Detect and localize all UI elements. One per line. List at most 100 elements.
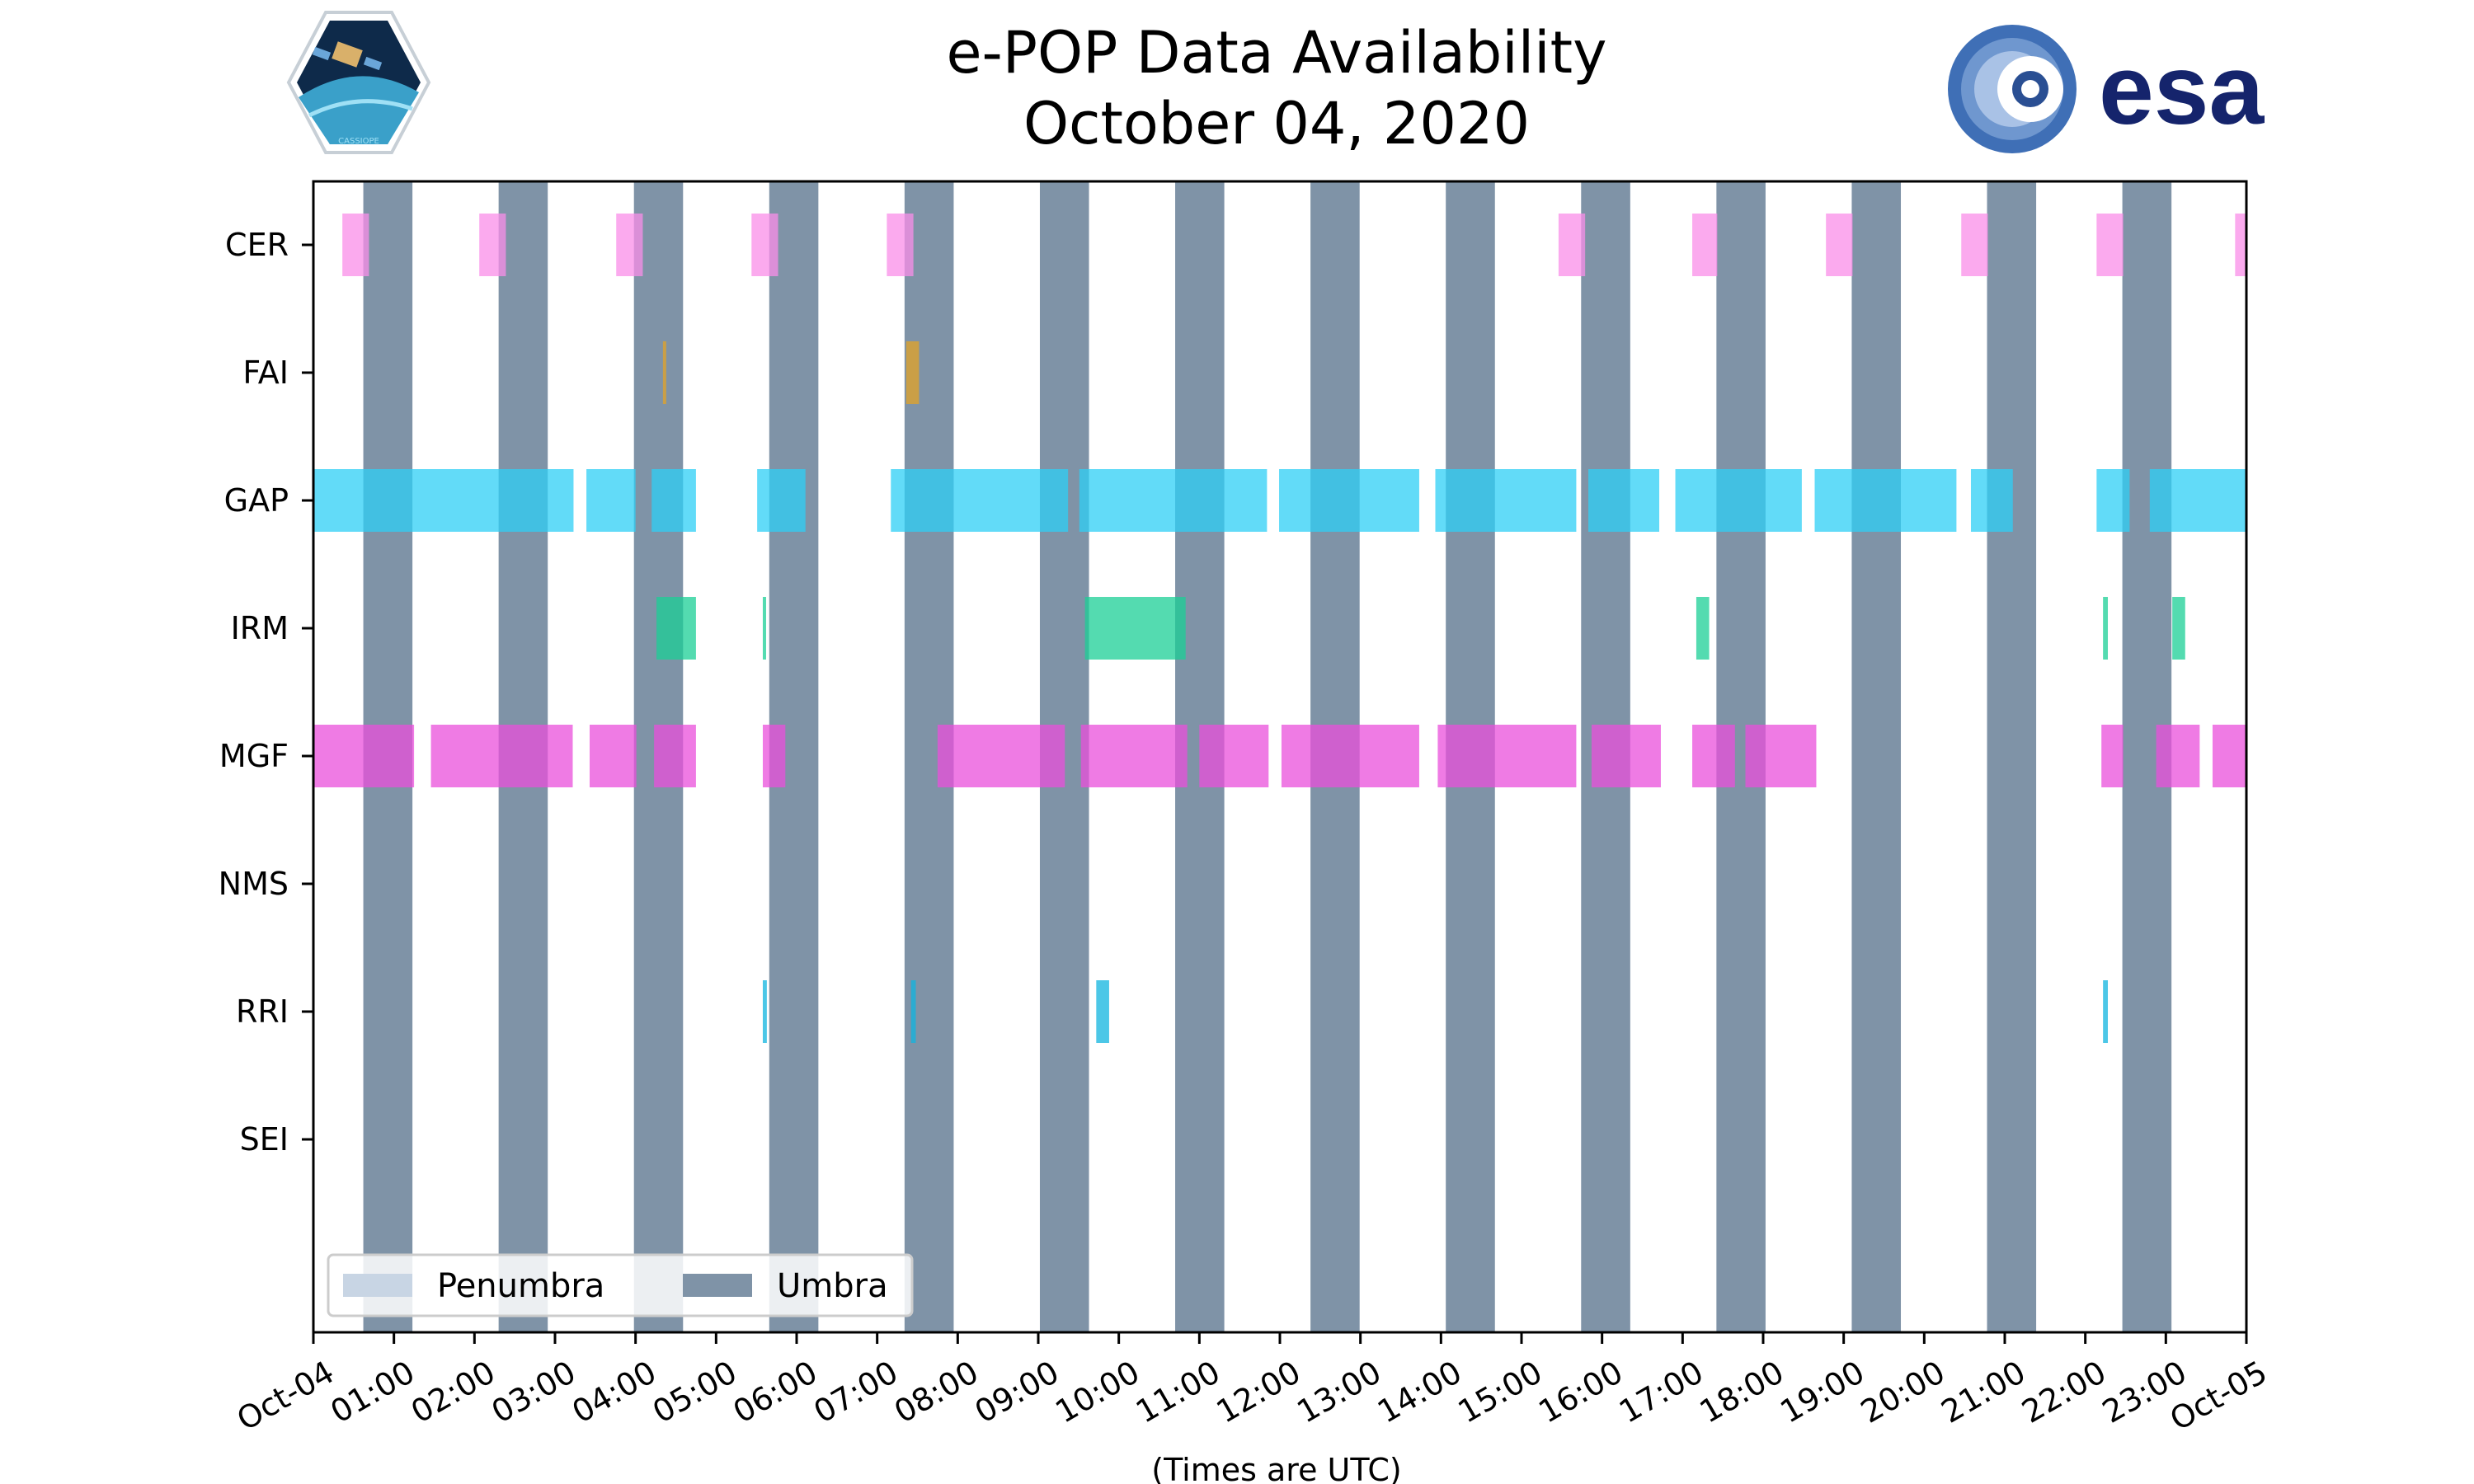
series-cer [342,214,2246,276]
availability-bar [2156,725,2200,787]
x-axis: Oct-0401:0002:0003:0004:0005:0006:0007:0… [231,1332,2274,1438]
availability-bar [762,597,766,660]
availability-bar [1588,469,1660,532]
y-tick-label: SEI [240,1121,289,1158]
availability-bar [2096,469,2130,532]
x-tick-label: 18:00 [1694,1354,1790,1430]
umbra-band [1851,181,1902,1332]
availability-bar [479,214,506,276]
availability-bar [2096,214,2124,276]
x-tick-label: 01:00 [324,1354,421,1430]
x-tick-label: 04:00 [566,1354,662,1430]
availability-bar [2149,469,2246,532]
x-tick-label: 13:00 [1291,1354,1387,1430]
availability-bar [757,469,806,532]
umbra-band [1987,181,2037,1332]
availability-bar [1558,214,1586,276]
availability-bar [1696,597,1710,660]
x-tick-label: 02:00 [405,1354,501,1430]
y-tick-label: GAP [224,482,289,519]
x-tick-label: 20:00 [1855,1354,1951,1430]
y-tick-label: IRM [231,610,289,646]
x-tick-label: 16:00 [1532,1354,1629,1430]
x-tick-label: Oct-04 [231,1354,341,1438]
availability-bar [313,725,415,787]
availability-bar [1080,725,1188,787]
availability-bar [2103,980,2109,1043]
x-tick-label: 21:00 [1935,1354,2032,1430]
x-tick-label: 22:00 [2015,1354,2112,1430]
availability-bar [905,341,920,404]
availability-bar [1281,725,1419,787]
availability-bar [2212,725,2246,787]
x-tick-label: 10:00 [1049,1354,1145,1430]
series-gap [313,469,2246,532]
availability-bar [1745,725,1817,787]
x-tick-label: 19:00 [1774,1354,1870,1430]
availability-bar [1692,725,1735,787]
availability-bar [751,214,778,276]
availability-bar [1961,214,1988,276]
availability-bar [654,725,696,787]
availability-bar [1814,469,1957,532]
legend: Penumbra Umbra [327,1253,914,1317]
svg-text:CASSIOPE: CASSIOPE [338,137,379,146]
availability-bar [2103,597,2109,660]
availability-bar [1435,469,1577,532]
legend-umbra-swatch [683,1274,752,1297]
y-axis: CER FAI GAP IRM MGF NMS RRI SEI [219,227,313,1158]
availability-bar [586,469,636,532]
x-tick-label: 06:00 [727,1354,824,1430]
cassiope-logo: CASSIOPE [286,11,431,154]
x-axis-label: (Times are UTC) [1151,1452,1401,1484]
availability-bar [762,725,786,787]
availability-bar [589,725,637,787]
availability-bar [651,469,696,532]
series-mgf [313,725,2246,787]
availability-bar [430,725,573,787]
availability-bar [1096,980,1109,1043]
y-tick-label: CER [225,227,289,263]
x-tick-label: 08:00 [888,1354,985,1430]
availability-bar [910,980,916,1043]
y-tick-label: RRI [236,993,289,1030]
availability-bar [762,980,767,1043]
availability-bar [342,214,369,276]
chart-subtitle: October 04, 2020 [1023,90,1530,157]
svg-text:esa: esa [2099,35,2265,145]
availability-bar [1437,725,1577,787]
series-fai [662,341,920,404]
x-tick-label: 09:00 [969,1354,1065,1430]
legend-penumbra-swatch [343,1274,412,1297]
availability-bar [1084,597,1186,660]
availability-bar [1199,725,1269,787]
availability-bar [1826,214,1853,276]
availability-bar [2101,725,2124,787]
availability-bar [662,341,666,404]
x-tick-label: 11:00 [1130,1354,1226,1430]
x-tick-label: 17:00 [1613,1354,1710,1430]
legend-box [327,1253,914,1317]
legend-umbra-label: Umbra [777,1267,888,1305]
data-series [313,214,2246,1043]
series-irm [656,597,2185,660]
y-tick-label: FAI [242,355,289,391]
y-tick-label: MGF [219,738,289,774]
x-tick-label: 12:00 [1211,1354,1307,1430]
availability-bar [891,469,1069,532]
availability-bar [656,597,696,660]
availability-bar [937,725,1065,787]
y-tick-label: NMS [219,866,289,902]
legend-penumbra-label: Penumbra [437,1267,604,1305]
x-tick-label: 14:00 [1371,1354,1468,1430]
availability-bar [887,214,914,276]
availability-bar [1692,214,1718,276]
series-rri [762,980,2109,1043]
availability-bar [2172,597,2185,660]
availability-bar [1970,469,2013,532]
esa-logo: esa [1948,25,2265,153]
availability-bar [1079,469,1268,532]
availability-bar [1279,469,1419,532]
x-tick-label: 07:00 [807,1354,904,1430]
